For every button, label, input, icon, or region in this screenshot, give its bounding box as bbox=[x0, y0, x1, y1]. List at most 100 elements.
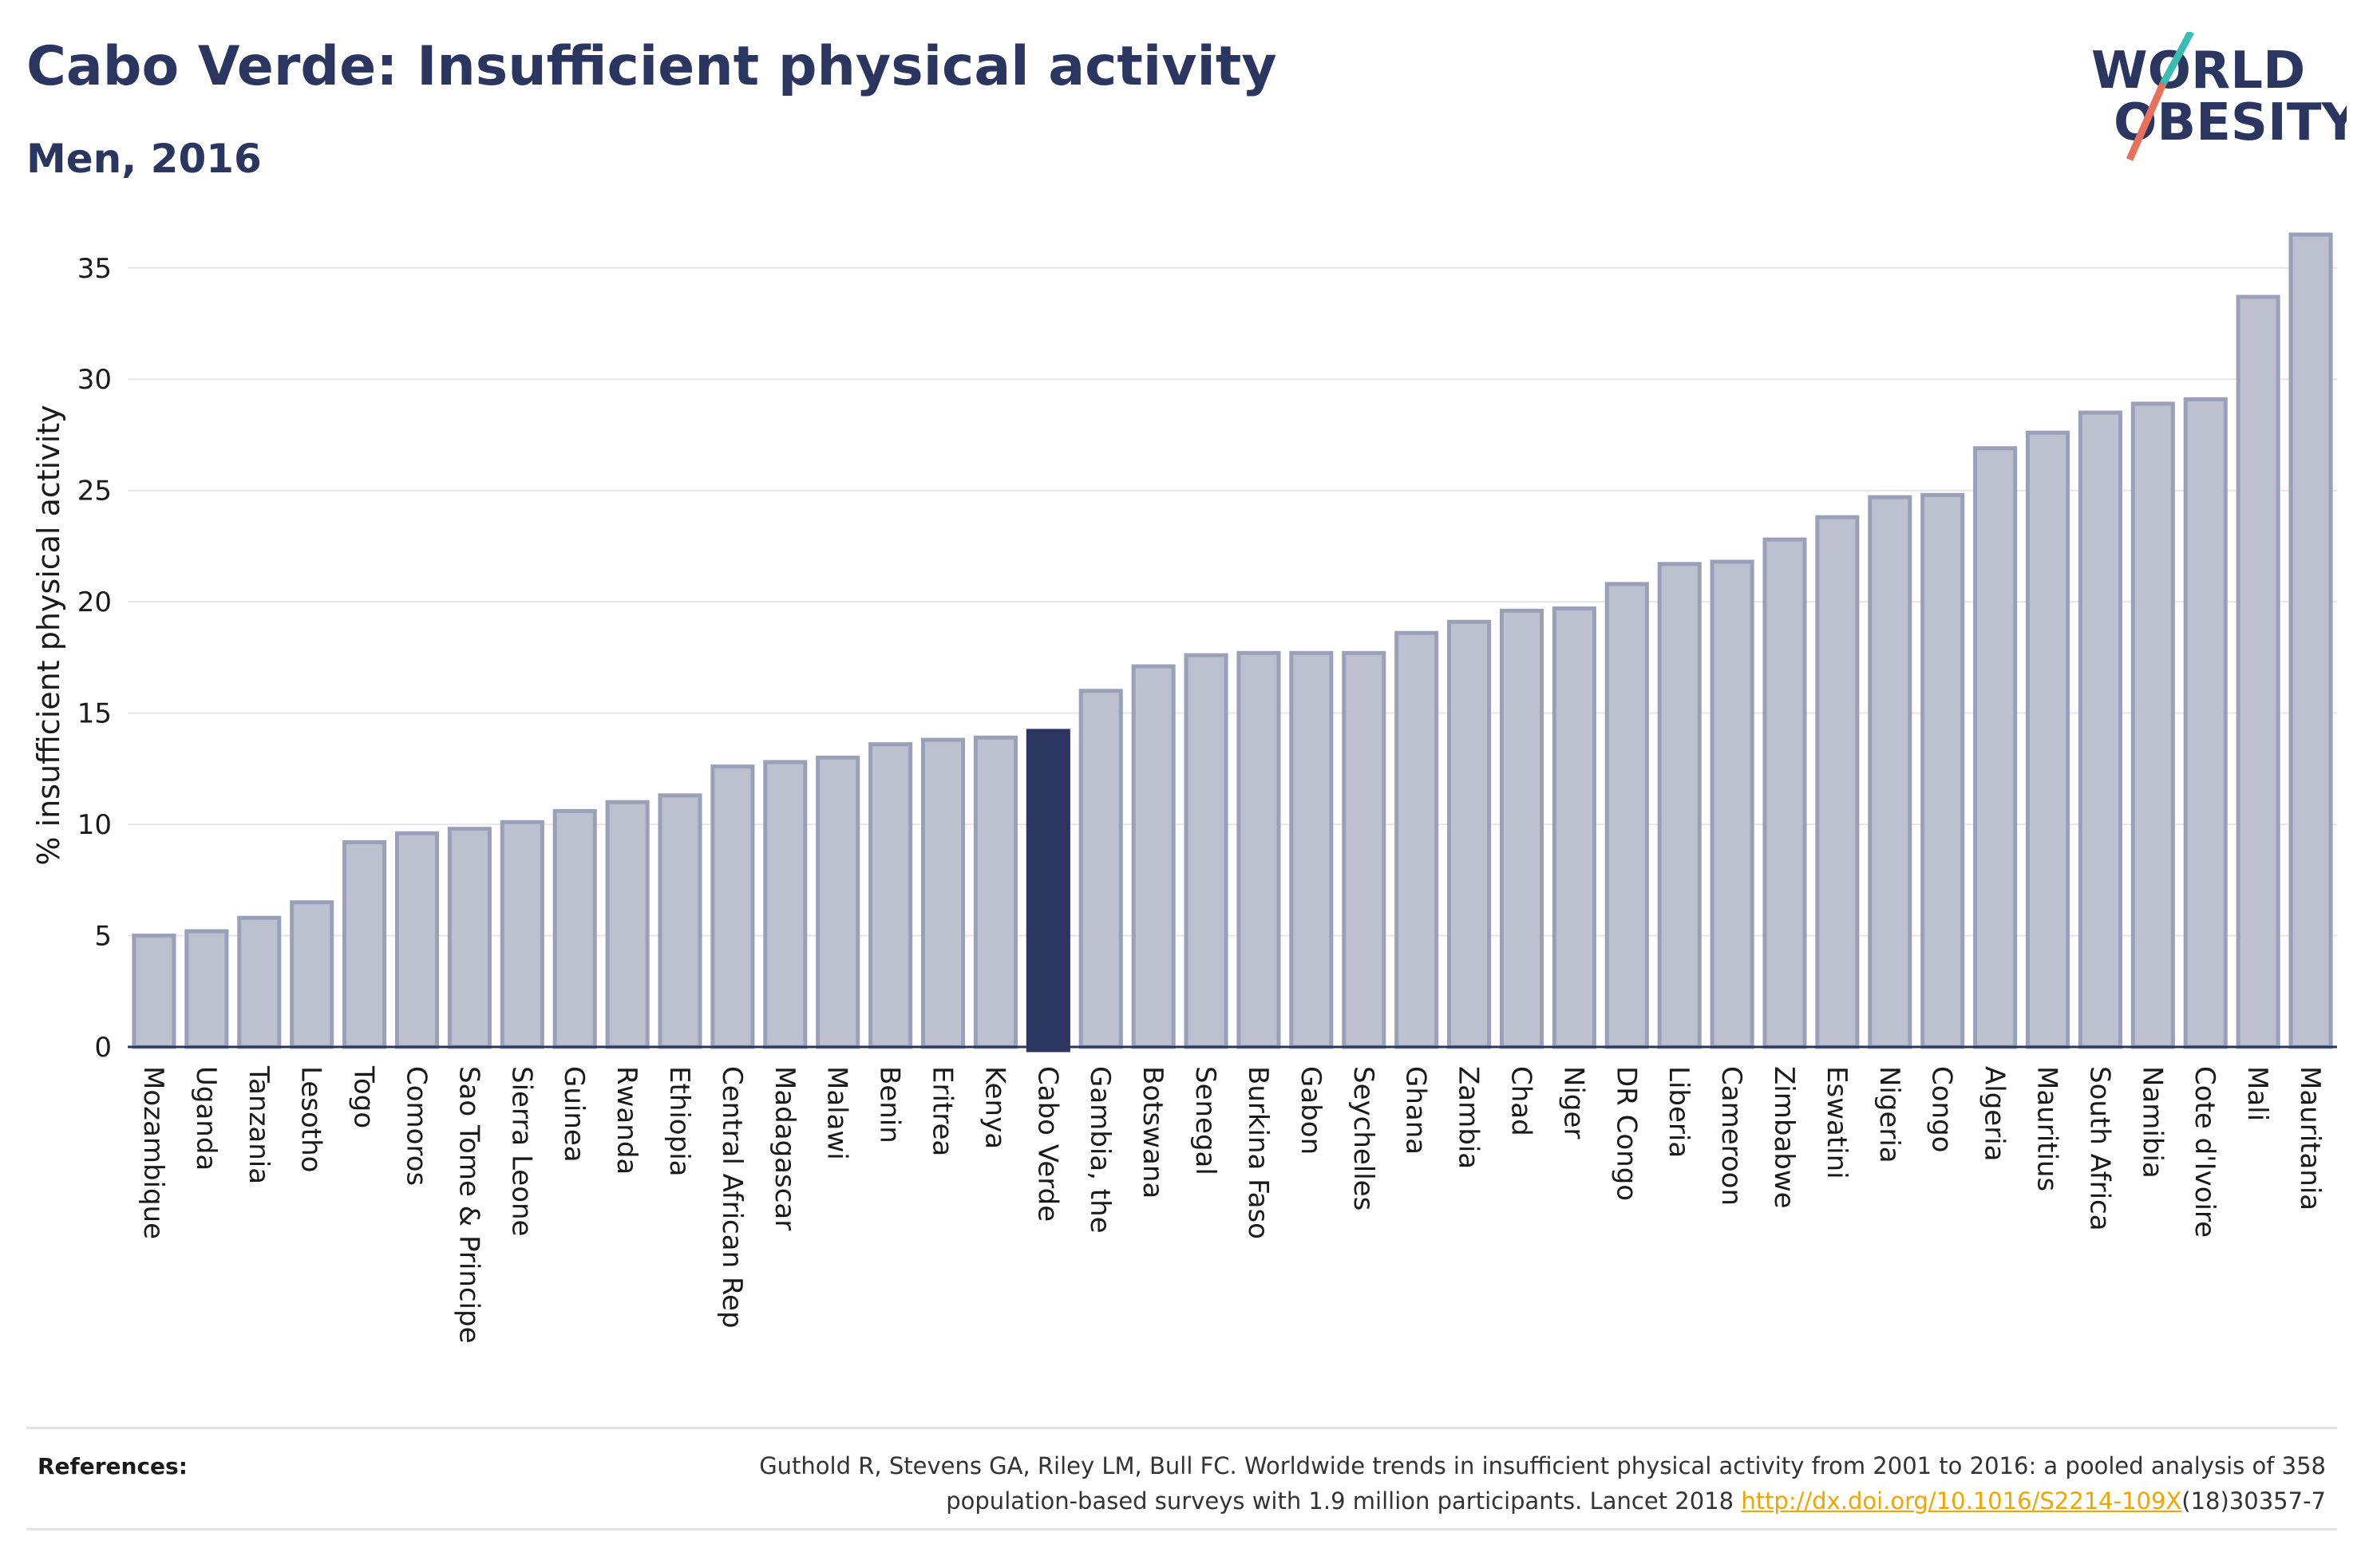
y-tick-label: 15 bbox=[77, 698, 112, 730]
x-tick-label: Cabo Verde bbox=[1031, 1066, 1063, 1222]
chart-title: Cabo Verde: Insufficient physical activi… bbox=[26, 35, 1277, 98]
y-tick-label: 25 bbox=[77, 476, 112, 508]
x-tick-label: DR Congo bbox=[1610, 1066, 1642, 1201]
bar bbox=[184, 929, 229, 1049]
bar bbox=[1184, 653, 1228, 1049]
bar bbox=[658, 793, 702, 1049]
bar bbox=[763, 760, 808, 1049]
x-tick-label: Sierra Leone bbox=[505, 1066, 537, 1236]
bar bbox=[552, 808, 597, 1049]
bar bbox=[447, 827, 492, 1049]
x-tick-label: Guinea bbox=[558, 1066, 590, 1163]
bar bbox=[394, 831, 440, 1049]
bar bbox=[132, 934, 176, 1049]
y-tick-label: 35 bbox=[77, 253, 112, 285]
y-axis-label: % insufficient physical activity bbox=[31, 405, 66, 865]
x-tick-label: Mali bbox=[2241, 1066, 2273, 1121]
bar bbox=[1973, 446, 2018, 1049]
x-tick-label: Comoros bbox=[400, 1066, 432, 1186]
logo-slash-teal bbox=[2160, 32, 2194, 86]
x-tick-label: Malawi bbox=[821, 1066, 853, 1160]
x-tick-label: Congo bbox=[1926, 1066, 1958, 1152]
x-tick-label: Seychelles bbox=[1347, 1066, 1379, 1211]
x-tick-label: Gabon bbox=[1295, 1066, 1327, 1155]
bar bbox=[2078, 410, 2122, 1049]
bar bbox=[2183, 397, 2228, 1049]
bar bbox=[1868, 495, 1912, 1049]
bar bbox=[605, 800, 650, 1049]
world-obesity-logo: WORLD OBESITY bbox=[2091, 32, 2347, 161]
y-tick-label: 0 bbox=[94, 1032, 112, 1064]
x-tick-label: Cameroon bbox=[1715, 1066, 1747, 1206]
x-tick-label: Nigeria bbox=[1873, 1066, 1905, 1163]
bar bbox=[1920, 492, 1965, 1049]
x-tick-label: Senegal bbox=[1189, 1066, 1221, 1175]
bar bbox=[1604, 582, 1649, 1049]
bar bbox=[1289, 650, 1334, 1049]
bar bbox=[1552, 606, 1596, 1049]
bar bbox=[2025, 430, 2070, 1049]
bar bbox=[1657, 562, 1702, 1049]
bar bbox=[973, 735, 1018, 1049]
reference-line-2-suffix: (18)30357-7 bbox=[2181, 1487, 2326, 1515]
bar bbox=[1447, 619, 1492, 1049]
bar bbox=[2288, 232, 2333, 1049]
x-tick-label: Liberia bbox=[1663, 1066, 1695, 1158]
x-tick-label: Burkina Faso bbox=[1242, 1066, 1274, 1239]
references-section: References: Guthold R, Stevens GA, Riley… bbox=[26, 1427, 2337, 1530]
bar bbox=[1710, 559, 1754, 1049]
logo-word-world: WORLD bbox=[2091, 41, 2305, 101]
bar bbox=[2236, 294, 2280, 1049]
bar bbox=[1078, 689, 1123, 1049]
bar bbox=[710, 764, 755, 1049]
x-tick-label: Ghana bbox=[1400, 1066, 1432, 1155]
x-tick-label: Central African Rep bbox=[716, 1066, 748, 1329]
x-tick-label: Uganda bbox=[190, 1066, 222, 1171]
bar bbox=[920, 737, 966, 1049]
x-tick-label: Zimbabwe bbox=[1768, 1066, 1800, 1209]
x-tick-label: Sao Tome & Principe bbox=[453, 1066, 484, 1344]
bar bbox=[1815, 515, 1860, 1049]
references-label: References: bbox=[38, 1453, 188, 1479]
x-tick-label: Madagascar bbox=[769, 1066, 801, 1230]
chart-subtitle: Men, 2016 bbox=[26, 136, 262, 182]
bar bbox=[500, 820, 544, 1049]
x-tick-label: Mauritania bbox=[2294, 1066, 2326, 1211]
x-tick-label: Kenya bbox=[979, 1066, 1010, 1149]
y-tick-label: 10 bbox=[77, 809, 112, 841]
reference-line-2-prefix: population-based surveys with 1.9 millio… bbox=[946, 1487, 1742, 1515]
x-tick-label: Cote d'Ivoire bbox=[2189, 1066, 2221, 1238]
bar bbox=[237, 915, 282, 1049]
x-tick-label: Mozambique bbox=[137, 1066, 169, 1239]
reference-doi-link[interactable]: http://dx.doi.org/10.1016/S2214-109X bbox=[1741, 1487, 2182, 1515]
bar bbox=[1026, 729, 1070, 1053]
bar bbox=[2130, 401, 2175, 1049]
logo-slash-coral bbox=[2126, 82, 2167, 161]
bar bbox=[1499, 608, 1544, 1049]
x-tick-label: Eritrea bbox=[927, 1066, 959, 1156]
bar bbox=[816, 755, 860, 1049]
bar bbox=[342, 839, 387, 1049]
x-tick-label: Gambia, the bbox=[1084, 1066, 1116, 1234]
x-tick-label: Botswana bbox=[1137, 1066, 1169, 1199]
reference-line-1: Guthold R, Stevens GA, Riley LM, Bull FC… bbox=[759, 1452, 2326, 1479]
y-tick-label: 30 bbox=[77, 364, 112, 396]
bar bbox=[868, 742, 913, 1049]
references-text: Guthold R, Stevens GA, Riley LM, Bull FC… bbox=[490, 1448, 2326, 1519]
x-tick-label: Ethiopia bbox=[663, 1066, 695, 1176]
bar bbox=[1394, 630, 1439, 1049]
x-tick-label: Namibia bbox=[2136, 1066, 2168, 1179]
y-tick-label: 5 bbox=[94, 921, 112, 953]
x-tick-label: Niger bbox=[1557, 1066, 1589, 1139]
bar bbox=[1342, 650, 1386, 1049]
x-tick-label: Rwanda bbox=[611, 1066, 643, 1175]
x-tick-label: Togo bbox=[348, 1065, 380, 1128]
x-tick-label: Eswatini bbox=[1821, 1066, 1853, 1179]
bar bbox=[290, 900, 334, 1049]
x-tick-label: South Africa bbox=[2083, 1066, 2115, 1231]
x-tick-label: Chad bbox=[1505, 1066, 1536, 1136]
y-tick-label: 20 bbox=[77, 587, 112, 618]
bar bbox=[1236, 650, 1281, 1049]
bar-chart: 0 5 10 15 20 25 30 35 % insufficient physical ac… bbox=[31, 232, 2337, 1344]
x-tick-label: Zambia bbox=[1453, 1066, 1485, 1169]
